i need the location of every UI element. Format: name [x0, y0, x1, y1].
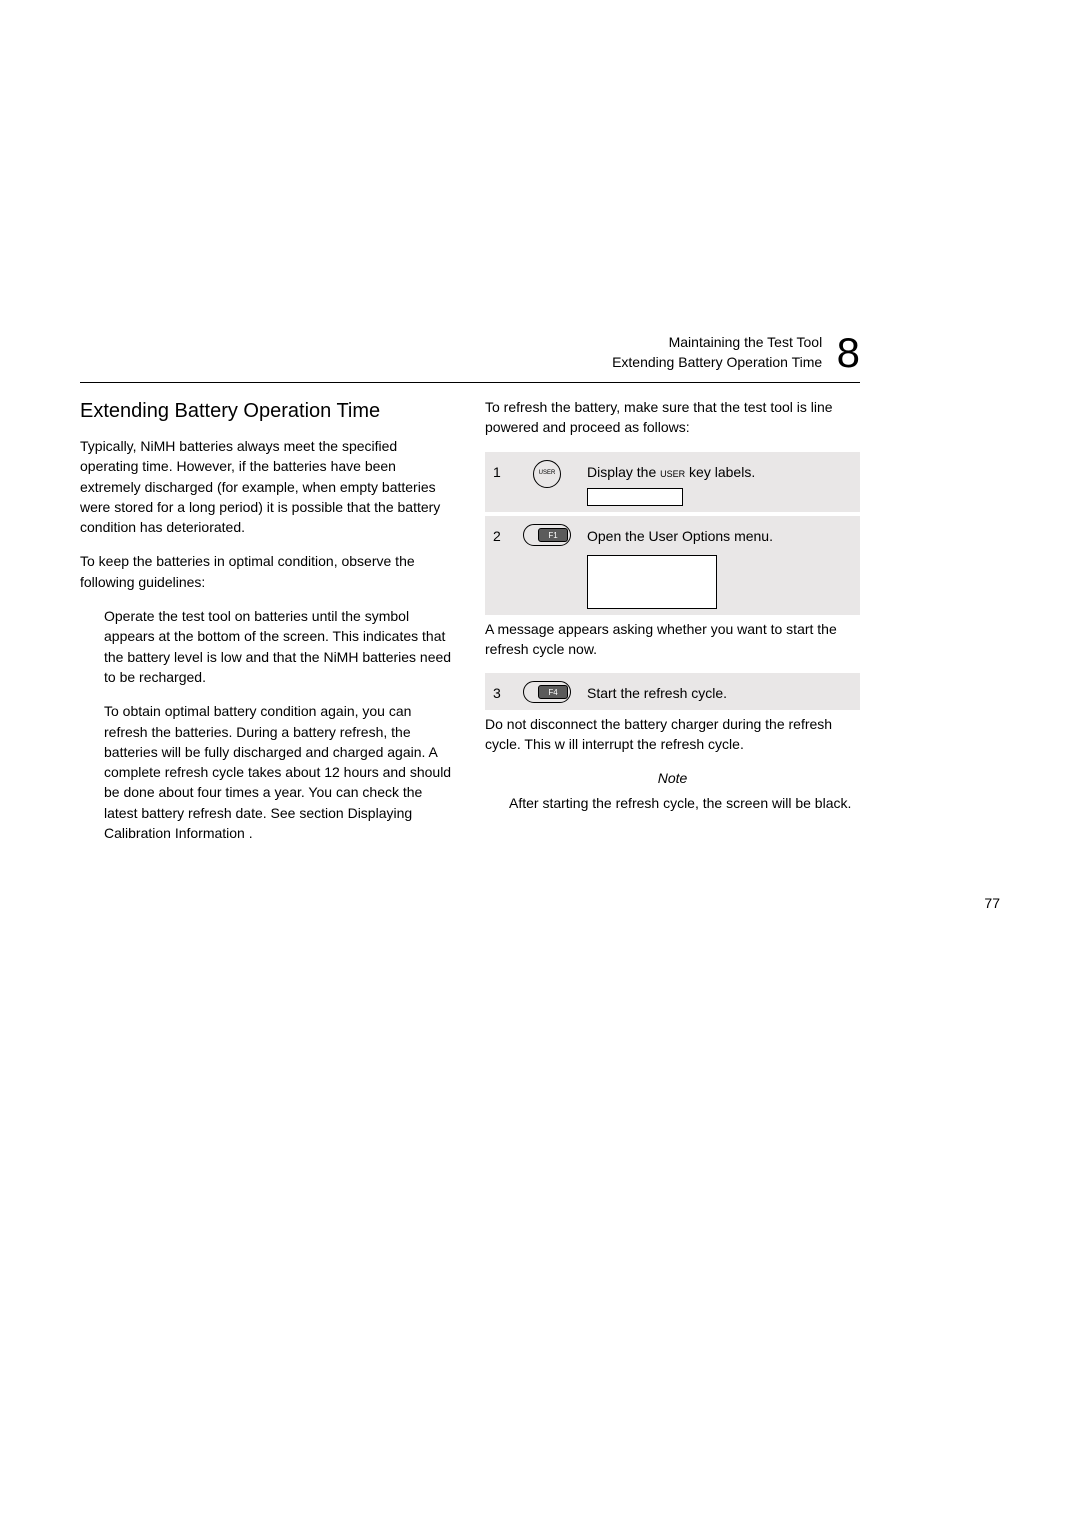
guideline-1: Operate the test tool on batteries until…	[104, 606, 455, 687]
user-key-icon: USER	[533, 460, 561, 488]
right-column: To refresh the battery, make sure that t…	[485, 397, 860, 857]
guideline-2: To obtain optimal battery condition agai…	[104, 701, 455, 843]
step-row-1: 1 USER Display the user key labels.	[485, 452, 860, 513]
step-row-2: 2 F1 Open the User Options menu.	[485, 516, 860, 614]
page-content: Maintaining the Test Tool Extending Batt…	[80, 332, 860, 857]
step-1-number: 1	[493, 458, 507, 482]
mid-message: A message appears asking whether you wan…	[485, 619, 860, 660]
header-line-1: Maintaining the Test Tool	[669, 334, 823, 350]
header-rule	[80, 382, 860, 383]
f1-key-label: F1	[538, 528, 568, 542]
step-1-text-after: key labels.	[685, 464, 755, 480]
right-intro: To refresh the battery, make sure that t…	[485, 397, 860, 438]
step-2-key: F1	[517, 522, 577, 546]
f1-key-icon: F1	[523, 524, 571, 546]
step-1-text-before: Display the	[587, 464, 660, 480]
step-1-smallcaps: user	[660, 465, 685, 480]
after-steps-warning: Do not disconnect the battery charger du…	[485, 714, 860, 755]
page-number: 77	[984, 895, 1000, 911]
step-3-text: Start the refresh cycle.	[587, 679, 852, 703]
step-row-3: 3 F4 Start the refresh cycle.	[485, 673, 860, 709]
guideline-list: Operate the test tool on batteries until…	[80, 606, 455, 843]
user-key-label: USER	[539, 469, 556, 478]
step-3-number: 3	[493, 679, 507, 703]
left-para-1: Typically, NiMH batteries always meet th…	[80, 436, 455, 537]
step-1-text: Display the user key labels.	[587, 458, 852, 507]
two-column-body: Extending Battery Operation Time Typical…	[80, 397, 860, 857]
step-1-blank-box	[587, 488, 683, 506]
f4-key-icon: F4	[523, 681, 571, 703]
section-title: Extending Battery Operation Time	[80, 397, 455, 426]
note-label: Note	[485, 768, 860, 788]
header-text: Maintaining the Test Tool Extending Batt…	[612, 333, 822, 372]
step-2-text: Open the User Options menu.	[587, 522, 852, 608]
left-para-2: To keep the batteries in optimal conditi…	[80, 551, 455, 592]
f4-key-label: F4	[538, 685, 568, 699]
step-1-key: USER	[517, 458, 577, 488]
step-2-number: 2	[493, 522, 507, 546]
page-header: Maintaining the Test Tool Extending Batt…	[80, 332, 860, 374]
header-line-2: Extending Battery Operation Time	[612, 354, 822, 370]
step-2-blank-box	[587, 555, 717, 609]
chapter-number: 8	[837, 332, 860, 374]
step-3-key: F4	[517, 679, 577, 703]
note-body: After starting the refresh cycle, the sc…	[485, 793, 860, 813]
step-2-text-content: Open the User Options menu.	[587, 528, 773, 544]
left-column: Extending Battery Operation Time Typical…	[80, 397, 455, 857]
